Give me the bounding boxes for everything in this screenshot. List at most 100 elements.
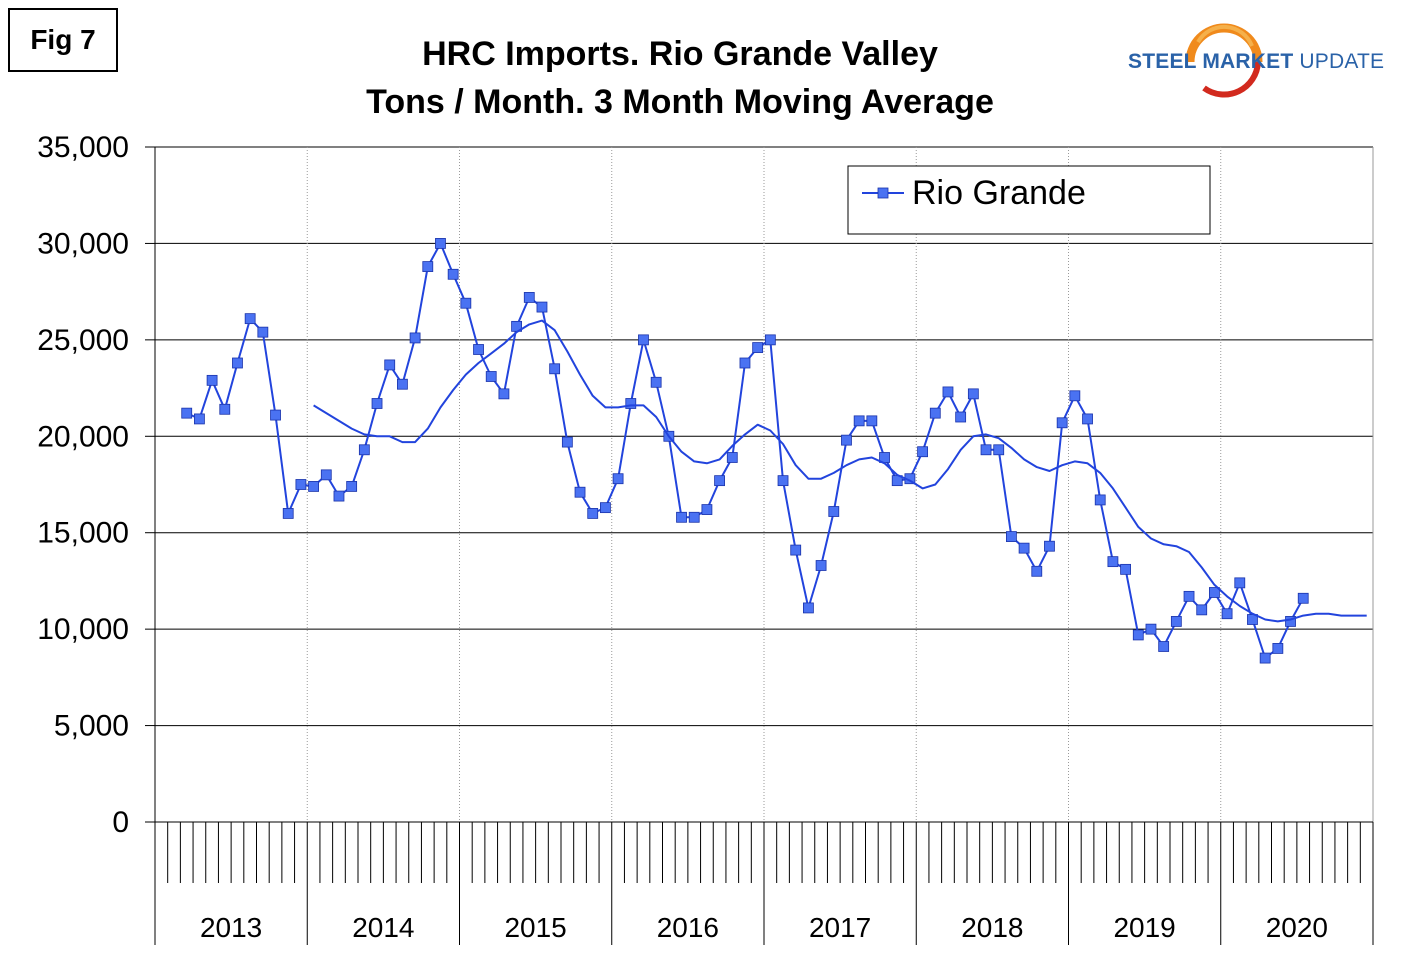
y-tick-label: 30,000 <box>37 227 129 260</box>
data-point-marker <box>270 409 281 421</box>
data-point-marker <box>764 334 776 346</box>
x-year-label: 2013 <box>200 912 262 943</box>
data-point-marker <box>1209 587 1220 598</box>
data-point-marker <box>194 413 205 425</box>
data-point-marker <box>638 334 649 346</box>
data-point-marker <box>1297 592 1309 604</box>
data-point-marker <box>1145 623 1157 635</box>
data-point-marker <box>739 357 751 369</box>
data-point-marker <box>358 444 370 456</box>
x-axis: 2013 2014 2015 2016 2017 2018 2019 2020 <box>154 821 1374 945</box>
data-point-marker <box>422 261 434 272</box>
data-point-marker <box>485 371 497 382</box>
data-point-marker <box>1132 629 1144 641</box>
data-point-marker <box>1221 608 1233 620</box>
data-point-marker <box>841 434 852 446</box>
data-point-marker <box>714 475 725 487</box>
data-point-marker <box>219 403 231 415</box>
steel-market-update-logo: STEEL MARKET UPDATE <box>1120 22 1400 102</box>
data-point-marker <box>853 415 865 427</box>
logo-word-market: MARKET <box>1202 50 1294 73</box>
data-point-marker <box>320 469 332 481</box>
data-point-marker <box>701 504 713 515</box>
data-point-marker <box>612 473 624 485</box>
series-layer <box>181 238 1367 664</box>
chart-subtitle: Tons / Month. 3 Month Moving Average <box>366 83 994 121</box>
logo-word-steel: STEEL <box>1128 50 1197 73</box>
data-point-marker <box>929 407 941 419</box>
data-point-marker <box>942 386 954 398</box>
data-point-marker <box>815 560 827 571</box>
y-tick-label: 25,000 <box>37 324 129 357</box>
y-tick-label: 35,000 <box>37 131 129 164</box>
data-point-marker <box>917 446 928 458</box>
data-point-marker <box>397 378 408 390</box>
data-point-marker <box>828 506 840 517</box>
data-point-marker <box>600 502 611 514</box>
data-point-marker <box>295 479 307 490</box>
data-point-marker <box>371 398 383 409</box>
y-tick-label: 5,000 <box>54 710 129 743</box>
data-point-marker <box>549 363 561 375</box>
data-point-marker <box>1069 390 1081 402</box>
data-point-marker <box>282 508 294 519</box>
data-point-marker <box>993 444 1005 456</box>
data-point-marker <box>1158 641 1170 652</box>
data-point-marker <box>1170 616 1182 627</box>
data-point-marker <box>1259 652 1271 664</box>
x-year-label: 2016 <box>657 912 719 943</box>
y-tick-label: 0 <box>112 806 129 839</box>
chart-title: HRC Imports. Rio Grande Valley <box>422 35 938 73</box>
data-point-marker <box>574 486 586 498</box>
data-point-marker <box>777 475 789 487</box>
data-point-marker <box>726 452 738 463</box>
series-line-rio-grande <box>186 242 1305 660</box>
x-year-label: 2018 <box>961 912 1023 943</box>
legend-label: Rio Grande <box>912 174 1086 212</box>
data-point-marker <box>536 301 548 313</box>
data-point-marker <box>1044 540 1055 552</box>
data-point-marker <box>1082 413 1093 425</box>
gridlines <box>155 146 1374 822</box>
legend-box <box>847 165 1211 235</box>
legend: Rio Grande <box>847 165 1211 235</box>
x-year-label: 2020 <box>1266 912 1328 943</box>
data-point-marker <box>523 292 535 303</box>
data-point-marker <box>1006 531 1017 542</box>
data-point-marker <box>308 481 319 492</box>
x-year-label: 2014 <box>352 912 414 943</box>
data-point-marker <box>967 388 979 400</box>
data-point-marker <box>1018 542 1030 554</box>
data-point-marker <box>650 376 662 388</box>
y-tick-label: 10,000 <box>37 613 129 646</box>
data-point-marker <box>1056 417 1068 429</box>
data-point-marker <box>498 388 510 400</box>
data-point-marker <box>257 326 269 338</box>
data-point-marker <box>1196 604 1208 616</box>
data-point-marker <box>384 359 396 371</box>
data-point-marker <box>1183 590 1195 602</box>
series-line-moving-average <box>313 319 1367 623</box>
data-point-marker <box>1272 643 1284 654</box>
data-point-marker <box>460 297 472 309</box>
y-tick-label: 15,000 <box>37 517 129 550</box>
data-point-marker <box>752 342 764 353</box>
data-point-marker <box>866 415 878 427</box>
x-year-label: 2015 <box>504 912 566 943</box>
chart-title-block: HRC Imports. Rio Grande Valley Tons / Mo… <box>280 30 1080 126</box>
x-year-label: 2019 <box>1113 912 1175 943</box>
data-point-marker <box>625 398 637 409</box>
data-point-marker <box>980 444 992 456</box>
data-point-marker <box>1094 494 1106 506</box>
data-point-marker <box>435 238 446 249</box>
data-point-marker <box>955 411 967 423</box>
data-point-marker <box>181 407 193 419</box>
data-point-marker <box>447 268 459 280</box>
logo-word-update: UPDATE <box>1299 50 1385 73</box>
figure-label: Fig 7 <box>8 8 118 72</box>
x-year-label: 2017 <box>809 912 871 943</box>
logo-swoosh-icon <box>1185 23 1263 98</box>
data-point-marker <box>1031 565 1043 577</box>
data-point-marker <box>803 602 814 614</box>
